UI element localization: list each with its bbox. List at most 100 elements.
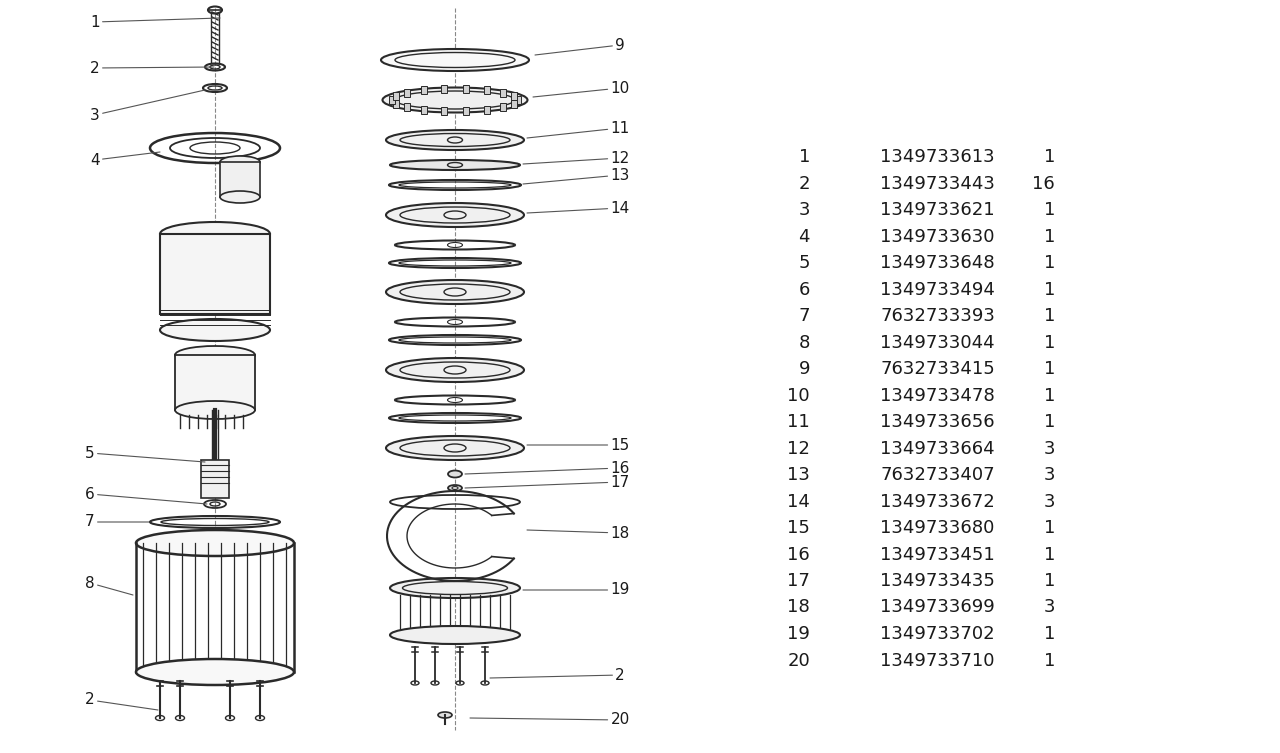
Text: 13: 13 — [787, 466, 810, 484]
Bar — [201, 460, 229, 498]
Text: 2: 2 — [799, 175, 810, 193]
Text: 1349733044: 1349733044 — [881, 334, 995, 352]
Bar — [160, 234, 270, 314]
Text: 10: 10 — [787, 386, 810, 404]
Text: 1: 1 — [1043, 307, 1055, 325]
Text: 1: 1 — [1043, 625, 1055, 643]
Text: 20: 20 — [787, 651, 810, 669]
Text: 1349733656: 1349733656 — [881, 413, 995, 431]
Text: 3: 3 — [1043, 599, 1055, 617]
Ellipse shape — [220, 191, 260, 203]
Ellipse shape — [387, 280, 524, 304]
Bar — [484, 87, 489, 94]
Text: 6: 6 — [86, 486, 207, 504]
Text: 2: 2 — [90, 60, 214, 75]
Text: 1: 1 — [799, 148, 810, 166]
Ellipse shape — [381, 49, 529, 71]
Ellipse shape — [448, 471, 462, 477]
Text: 7: 7 — [86, 514, 148, 529]
Text: 1: 1 — [1043, 281, 1055, 298]
Text: 7632733393: 7632733393 — [881, 307, 995, 325]
Ellipse shape — [160, 222, 270, 246]
Bar — [421, 105, 426, 114]
Text: 4: 4 — [90, 152, 160, 167]
Text: 1: 1 — [1043, 386, 1055, 404]
Text: 1349733699: 1349733699 — [881, 599, 995, 617]
Text: 13: 13 — [524, 167, 630, 184]
Text: 5: 5 — [799, 254, 810, 272]
Bar — [463, 107, 468, 115]
Text: 1: 1 — [1043, 360, 1055, 378]
Text: 1349733494: 1349733494 — [881, 281, 995, 298]
Text: 17: 17 — [787, 572, 810, 590]
Text: 1: 1 — [1043, 254, 1055, 272]
Text: 1: 1 — [1043, 572, 1055, 590]
Bar — [175, 355, 255, 410]
Ellipse shape — [136, 530, 294, 556]
Text: 1349733680: 1349733680 — [881, 519, 995, 537]
Text: 1: 1 — [1043, 545, 1055, 563]
Text: 20: 20 — [470, 712, 630, 727]
Text: 15: 15 — [787, 519, 810, 537]
Text: 12: 12 — [524, 151, 630, 166]
Ellipse shape — [383, 87, 527, 112]
Text: 16: 16 — [465, 461, 630, 475]
Bar — [511, 92, 517, 100]
Text: 3: 3 — [1043, 466, 1055, 484]
Bar — [389, 96, 396, 104]
Text: 1349733451: 1349733451 — [881, 545, 995, 563]
Bar — [403, 89, 410, 97]
Text: 19: 19 — [524, 583, 630, 597]
Text: 1: 1 — [1043, 148, 1055, 166]
Text: 17: 17 — [465, 474, 630, 489]
Ellipse shape — [220, 156, 260, 168]
Text: 3: 3 — [90, 90, 205, 123]
Text: 12: 12 — [787, 440, 810, 458]
Text: 5: 5 — [86, 446, 205, 462]
Bar — [220, 162, 260, 197]
Text: 7632733415: 7632733415 — [881, 360, 995, 378]
Text: 1: 1 — [90, 14, 220, 29]
Text: 7: 7 — [799, 307, 810, 325]
Ellipse shape — [136, 659, 294, 685]
Text: 10: 10 — [532, 81, 630, 97]
Text: 3: 3 — [1043, 492, 1055, 511]
Text: 1: 1 — [1043, 519, 1055, 537]
Ellipse shape — [387, 358, 524, 382]
Ellipse shape — [390, 578, 520, 598]
Text: 1: 1 — [1043, 227, 1055, 245]
Text: 8: 8 — [799, 334, 810, 352]
Text: 1349733710: 1349733710 — [881, 651, 995, 669]
Text: 14: 14 — [787, 492, 810, 511]
Text: 14: 14 — [527, 200, 630, 215]
Bar — [393, 92, 399, 100]
Bar — [511, 99, 517, 108]
Text: 3: 3 — [1043, 440, 1055, 458]
Text: 1349733702: 1349733702 — [881, 625, 995, 643]
Ellipse shape — [390, 160, 520, 170]
Bar — [463, 85, 468, 93]
Text: 1349733672: 1349733672 — [881, 492, 995, 511]
Text: 1349733613: 1349733613 — [881, 148, 995, 166]
Text: 1: 1 — [1043, 413, 1055, 431]
Bar — [500, 103, 507, 111]
Ellipse shape — [387, 130, 524, 150]
Text: 1349733478: 1349733478 — [881, 386, 995, 404]
Ellipse shape — [175, 346, 255, 364]
Bar — [403, 103, 410, 111]
Text: 16: 16 — [1032, 175, 1055, 193]
Text: 16: 16 — [787, 545, 810, 563]
Text: 1349733664: 1349733664 — [881, 440, 995, 458]
Text: 3: 3 — [799, 201, 810, 219]
Text: 1349733621: 1349733621 — [881, 201, 995, 219]
Text: 7632733407: 7632733407 — [881, 466, 995, 484]
Text: 4: 4 — [799, 227, 810, 245]
Ellipse shape — [387, 203, 524, 227]
Text: 11: 11 — [787, 413, 810, 431]
Text: 6: 6 — [799, 281, 810, 298]
Bar — [442, 107, 447, 115]
Ellipse shape — [390, 626, 520, 644]
Text: 8: 8 — [86, 575, 133, 595]
Text: 19: 19 — [787, 625, 810, 643]
Text: 1349733435: 1349733435 — [881, 572, 995, 590]
